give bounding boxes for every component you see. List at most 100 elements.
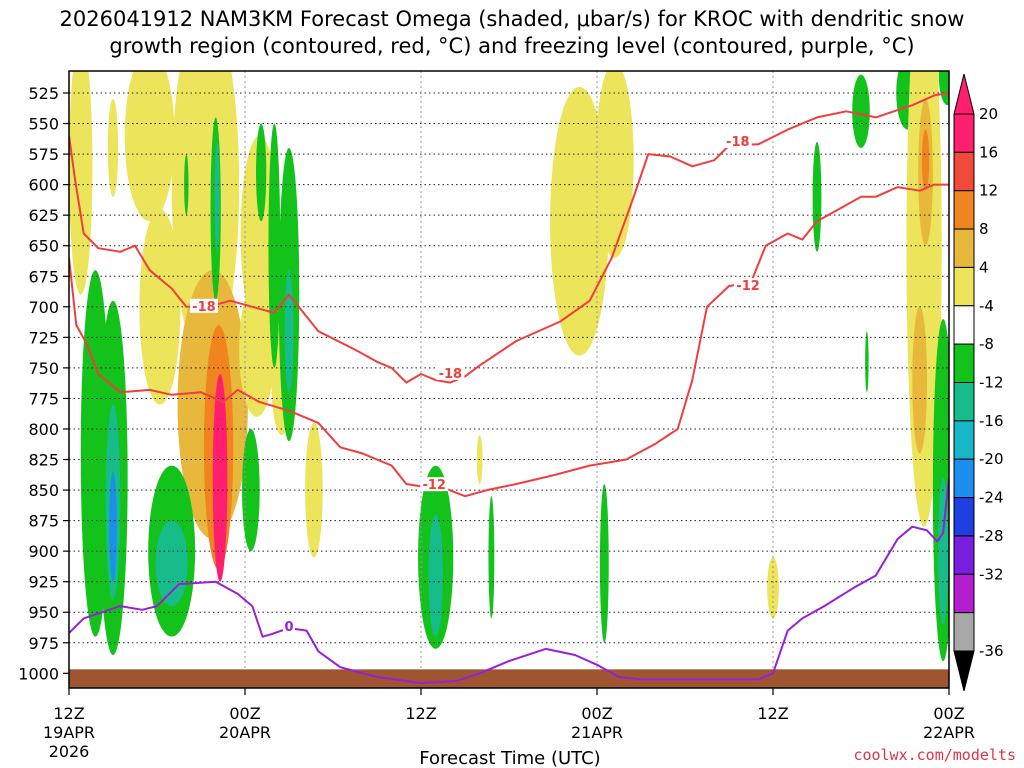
y-tick-label: 875 xyxy=(28,512,59,531)
y-tick-label: 600 xyxy=(28,176,59,195)
x-tick-label: 20APR xyxy=(219,723,271,742)
omega-region xyxy=(865,331,869,393)
y-tick-label: 700 xyxy=(28,298,59,317)
y-tick-label: 800 xyxy=(28,420,59,439)
colorbar-swatch xyxy=(953,573,975,614)
omega-region xyxy=(852,74,870,148)
y-tick-label: 575 xyxy=(28,145,59,164)
omega-region xyxy=(599,483,609,643)
colorbar-label: 16 xyxy=(979,143,998,161)
freezing-level-contour xyxy=(69,477,949,685)
omega-region xyxy=(938,71,949,106)
y-tick-label: 525 xyxy=(28,84,59,103)
colorbar-swatch xyxy=(953,382,975,422)
omega-region xyxy=(305,422,323,558)
colorbar-swatch xyxy=(953,113,975,153)
chart-title-line-1: 2026041912 NAM3KM Forecast Omega (shaded… xyxy=(60,7,965,31)
plot-area: -18 -18 -18 -12 -12 0 xyxy=(68,70,950,689)
y-tick-label: 625 xyxy=(28,206,59,225)
colorbar-label: -16 xyxy=(979,412,1004,430)
freezing-level-contour-label-bg xyxy=(283,618,295,633)
dgz-contour-label: -12 xyxy=(736,279,760,294)
colorbar-swatch xyxy=(953,151,975,192)
chart-title-line-2: growth region (contoured, red, °C) and f… xyxy=(109,34,914,58)
x-tick-label: 00Z xyxy=(581,704,612,723)
colorbar-legend: 20 16 12 8 4 -4 -8 -12 -16 -20 -24 -28 -32 -36 xyxy=(953,73,1004,692)
dgz-contour-label: -18 xyxy=(726,135,750,150)
colorbar-bottom-arrow xyxy=(953,650,975,692)
omega-region xyxy=(912,306,928,454)
terrain-layer xyxy=(69,669,949,688)
dgz-contour-label: -18 xyxy=(439,367,463,382)
plot-frame xyxy=(68,70,950,689)
omega-region xyxy=(256,123,267,222)
y-tick-label: 675 xyxy=(28,267,59,286)
omega-region xyxy=(428,514,443,637)
dgz-contour-label: -12 xyxy=(422,478,446,493)
dgz-contour-label: -18 xyxy=(192,300,216,315)
omega-region xyxy=(107,99,119,197)
x-tick-label: 12Z xyxy=(53,704,84,723)
credit-text: coolwx.com/modelts xyxy=(853,746,1016,764)
y-tick-label: 925 xyxy=(28,573,59,592)
x-tick-label: 00Z xyxy=(229,704,260,723)
colorbar-swatch xyxy=(953,343,975,383)
colorbar-swatch xyxy=(953,228,975,268)
y-tick-label: 775 xyxy=(28,389,59,408)
colorbar-swatch xyxy=(953,305,975,345)
dgz-contour-label-bg xyxy=(436,366,465,381)
dgz-contour xyxy=(69,92,949,384)
colorbar-swatch xyxy=(953,535,975,575)
colorbar-label: -20 xyxy=(979,450,1004,468)
dgz-contour-label-bg xyxy=(420,477,449,492)
y-tick-label: 825 xyxy=(28,451,59,470)
y-tick-label: 1000 xyxy=(18,664,59,683)
omega-region xyxy=(109,471,117,582)
colorbar-label: -4 xyxy=(979,297,994,315)
omega-region xyxy=(242,428,260,552)
omega-region xyxy=(214,141,220,252)
colorbar-label: 8 xyxy=(979,220,989,238)
omega-region xyxy=(488,496,495,619)
colorbar-label: -32 xyxy=(979,565,1004,583)
colorbar-swatch xyxy=(953,458,975,499)
x-tick-label: 00Z xyxy=(933,704,964,723)
y-tick-label: 900 xyxy=(28,542,59,561)
colorbar-label: 20 xyxy=(979,105,998,123)
colorbar-swatch xyxy=(953,497,975,537)
colorbar-label: 12 xyxy=(979,182,998,200)
y-axis: 525 550 575 600 625 650 675 700 725 750 775 800 825 8… xyxy=(18,84,69,683)
omega-region xyxy=(212,374,228,582)
omega-region xyxy=(595,71,634,258)
colorbar-swatch xyxy=(953,420,975,460)
colorbar-swatch xyxy=(953,266,975,307)
dgz-contour-label-bg xyxy=(189,298,218,313)
omega-region xyxy=(812,141,822,252)
dgz-contour-label-bg xyxy=(723,133,752,148)
omega-region xyxy=(124,71,175,222)
colorbar-label: 4 xyxy=(979,258,989,276)
x-tick-label: 22APR xyxy=(923,723,975,742)
y-tick-label: 725 xyxy=(28,328,59,347)
omega-region xyxy=(239,282,275,417)
omega-region xyxy=(268,123,281,368)
freezing-level-contour-label: 0 xyxy=(284,620,293,635)
colorbar-label: -36 xyxy=(979,642,1004,660)
omega-region xyxy=(228,111,239,210)
colorbar-swatch xyxy=(953,190,975,230)
colorbar-label: -24 xyxy=(979,489,1004,507)
y-tick-label: 975 xyxy=(28,634,59,653)
colorbar-label: -28 xyxy=(979,527,1004,545)
omega-region xyxy=(69,71,93,295)
x-tick-label: 12Z xyxy=(757,704,788,723)
y-tick-label: 950 xyxy=(28,603,59,622)
terrain-band xyxy=(69,669,949,688)
y-tick-label: 550 xyxy=(28,115,59,134)
colorbar-top-arrow xyxy=(953,73,975,115)
y-tick-label: 750 xyxy=(28,359,59,378)
x-tick-label: 12Z xyxy=(405,704,436,723)
omega-region xyxy=(921,129,930,191)
dgz-contour xyxy=(69,183,949,498)
y-tick-label: 650 xyxy=(28,237,59,256)
